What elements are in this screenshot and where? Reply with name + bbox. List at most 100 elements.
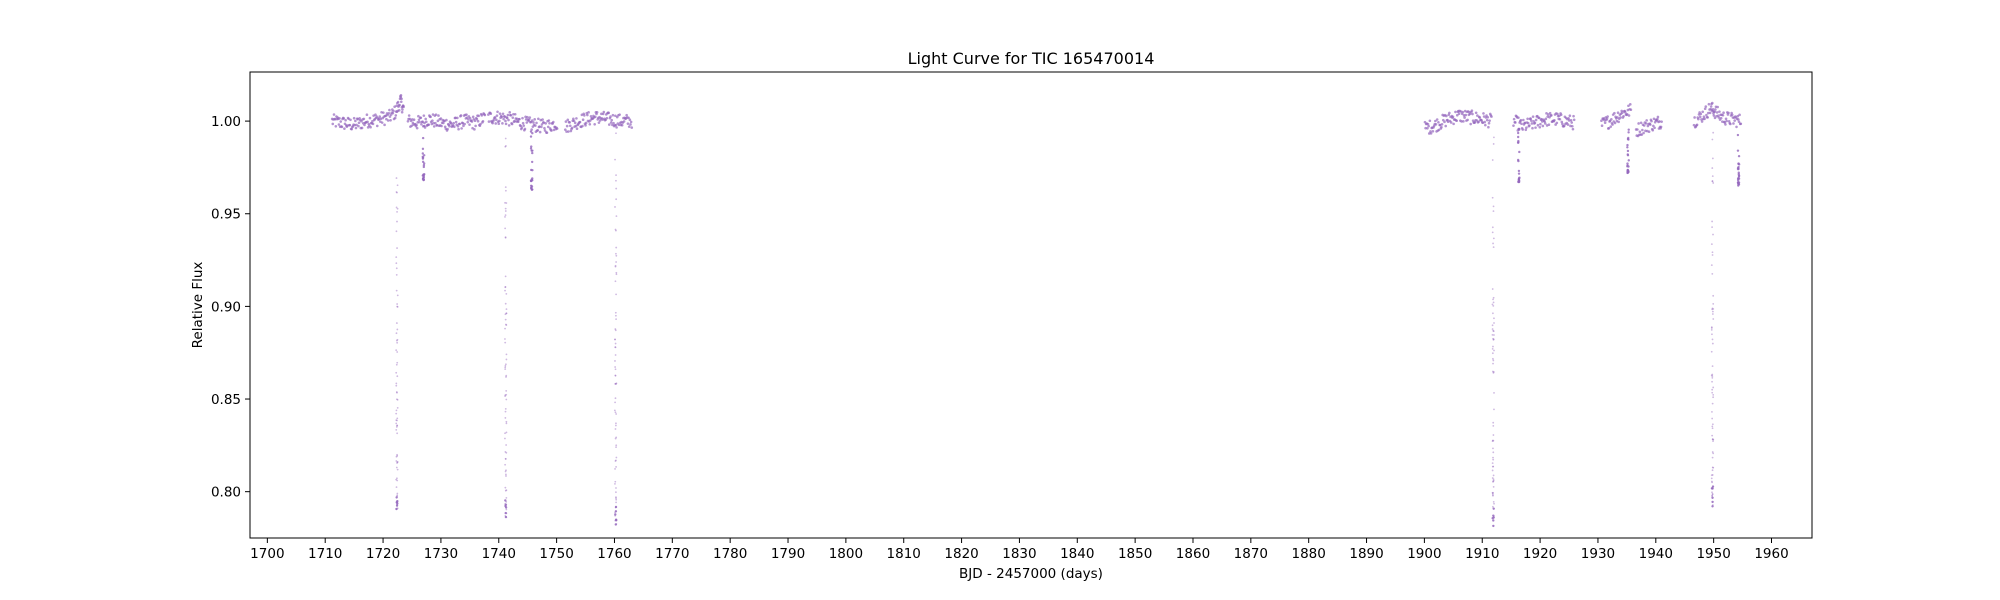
flux-point bbox=[459, 114, 463, 117]
transit-point bbox=[615, 466, 617, 468]
transit-point bbox=[529, 147, 533, 150]
transit-point bbox=[1492, 434, 1495, 436]
flux-point bbox=[1624, 111, 1627, 114]
flux-point bbox=[421, 120, 424, 123]
transit-point bbox=[1517, 172, 1521, 175]
transit-point bbox=[530, 168, 533, 172]
flux-point bbox=[1649, 123, 1652, 126]
flux-point bbox=[493, 116, 497, 119]
transit-point bbox=[531, 151, 534, 155]
transit-point bbox=[615, 491, 617, 494]
transit-point bbox=[1491, 226, 1494, 229]
flux-point bbox=[470, 120, 474, 123]
flux-point bbox=[1428, 119, 1432, 123]
flux-point bbox=[1445, 114, 1448, 118]
flux-point bbox=[1426, 126, 1429, 130]
flux-point bbox=[568, 121, 571, 124]
flux-point bbox=[1567, 117, 1570, 120]
transit-point bbox=[614, 338, 616, 341]
flux-point bbox=[454, 120, 458, 124]
transit-point bbox=[1711, 485, 1715, 488]
flux-point bbox=[589, 119, 592, 122]
flux-point bbox=[587, 111, 590, 114]
transit-point bbox=[615, 273, 618, 276]
transit-point bbox=[614, 158, 616, 161]
flux-point bbox=[427, 123, 431, 126]
flux-point bbox=[1443, 120, 1446, 124]
transit-point bbox=[504, 395, 507, 398]
transit-point bbox=[614, 382, 617, 385]
transit-point bbox=[615, 318, 617, 320]
transit-point bbox=[504, 210, 507, 212]
flux-point bbox=[354, 119, 357, 123]
transit-point bbox=[615, 444, 618, 447]
x-tick-label: 1740 bbox=[482, 546, 516, 562]
transit-point bbox=[1711, 438, 1714, 441]
transit-point bbox=[395, 507, 398, 511]
flux-point bbox=[1616, 116, 1619, 119]
transit-point bbox=[614, 360, 616, 362]
flux-point bbox=[1707, 102, 1711, 106]
transit-point bbox=[1492, 456, 1494, 459]
flux-point bbox=[399, 100, 403, 104]
transit-point bbox=[505, 496, 508, 499]
transit-point bbox=[1711, 500, 1714, 504]
flux-point bbox=[1440, 125, 1443, 129]
transit-point bbox=[1492, 480, 1495, 483]
transit-point bbox=[504, 458, 507, 460]
flux-point bbox=[424, 117, 427, 121]
transit-point bbox=[395, 391, 398, 393]
flux-point bbox=[1531, 126, 1534, 130]
flux-point bbox=[1699, 112, 1703, 116]
transit-point bbox=[614, 480, 617, 483]
transit-point bbox=[1626, 149, 1630, 153]
flux-point bbox=[1461, 110, 1465, 114]
transit-point bbox=[1517, 177, 1521, 180]
flux-point bbox=[375, 124, 379, 128]
flux-point bbox=[1621, 111, 1624, 114]
transit-point bbox=[1492, 298, 1494, 301]
transit-point bbox=[1711, 180, 1714, 182]
flux-point bbox=[1571, 124, 1574, 128]
flux-point bbox=[1463, 116, 1466, 119]
transit-point bbox=[504, 407, 507, 410]
flux-point bbox=[593, 122, 596, 126]
transit-point bbox=[1491, 303, 1494, 306]
transit-point bbox=[395, 460, 398, 462]
flux-point bbox=[1639, 121, 1643, 125]
transit-point bbox=[1491, 469, 1494, 472]
flux-point bbox=[615, 126, 618, 129]
flux-point bbox=[1658, 120, 1661, 123]
flux-point bbox=[445, 118, 448, 122]
transit-point bbox=[395, 191, 398, 193]
transit-point bbox=[1711, 417, 1714, 420]
flux-point bbox=[630, 126, 634, 129]
flux-point bbox=[598, 119, 602, 122]
flux-point bbox=[360, 126, 364, 130]
transit-point bbox=[395, 273, 398, 276]
transit-point bbox=[1492, 425, 1495, 427]
transit-point bbox=[615, 422, 617, 425]
transit-point bbox=[504, 189, 507, 192]
flux-point bbox=[357, 124, 360, 128]
transit-point bbox=[504, 366, 507, 369]
transit-point bbox=[396, 500, 399, 503]
transit-point bbox=[422, 164, 426, 167]
transit-point bbox=[395, 256, 398, 258]
flux-point bbox=[434, 113, 438, 116]
flux-point bbox=[1466, 118, 1469, 122]
transit-point bbox=[1492, 345, 1494, 348]
transit-point bbox=[615, 497, 617, 500]
transit-point bbox=[615, 187, 618, 190]
flux-point bbox=[1525, 126, 1528, 129]
transit-point bbox=[504, 503, 508, 506]
transit-point bbox=[505, 353, 508, 356]
flux-point bbox=[583, 114, 586, 117]
transit-point bbox=[395, 398, 398, 401]
flux-point bbox=[586, 113, 589, 117]
flux-point bbox=[1613, 111, 1616, 115]
flux-point bbox=[479, 122, 482, 126]
flux-point bbox=[552, 120, 555, 124]
flux-point bbox=[1572, 114, 1575, 118]
flux-point bbox=[1476, 114, 1479, 117]
